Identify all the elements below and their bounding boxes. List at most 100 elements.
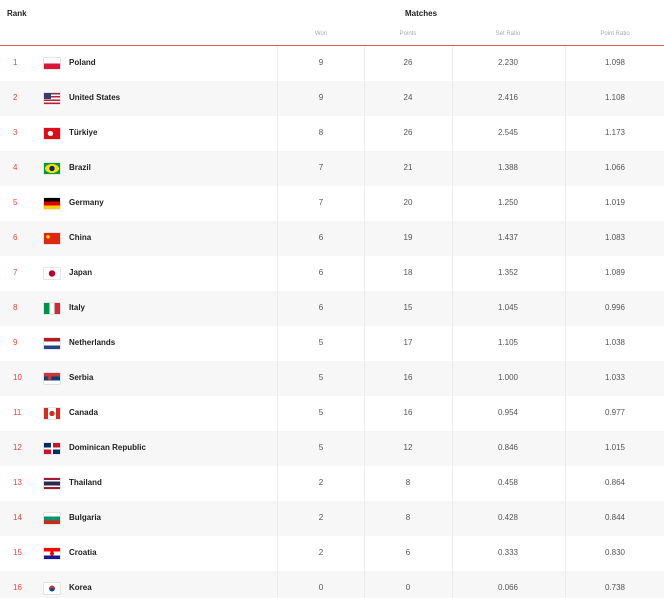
won: 9 — [318, 93, 324, 102]
set-ratio: 1.105 — [497, 338, 519, 347]
set-ratio: 1.388 — [497, 163, 519, 172]
point-ratio: 0.844 — [604, 513, 626, 522]
table-row[interactable]: 4 Brazil 7 21 1.388 1.066 — [0, 151, 664, 186]
table-row[interactable]: 15 Croatia 2 6 0.333 0.830 — [0, 536, 664, 571]
rank: 13 — [13, 478, 22, 487]
points-header[interactable]: Points — [399, 31, 417, 37]
table-row[interactable]: 8 Italy 6 15 1.045 0.996 — [0, 291, 664, 326]
point-ratio: 0.738 — [604, 583, 626, 592]
point-ratio: 1.083 — [604, 233, 626, 242]
flag-korea-icon — [44, 583, 60, 594]
table-row[interactable]: 9 Netherlands 5 17 1.105 1.038 — [0, 326, 664, 361]
rank: 14 — [13, 513, 22, 522]
point-ratio: 0.830 — [604, 548, 626, 557]
points: 18 — [403, 268, 413, 277]
team-name[interactable]: China — [69, 233, 92, 242]
flag-germany-icon — [44, 198, 60, 209]
flag-japan-icon — [44, 268, 60, 279]
table-row[interactable]: 14 Bulgaria 2 8 0.428 0.844 — [0, 501, 664, 536]
flag-poland-icon — [44, 58, 60, 69]
points: 6 — [405, 548, 411, 557]
flag-usa-icon — [44, 93, 60, 104]
points: 8 — [405, 478, 411, 487]
team-name[interactable]: Türkiye — [69, 128, 98, 137]
set-ratio: 1.000 — [497, 373, 519, 382]
point-ratio: 0.977 — [604, 408, 626, 417]
team-name[interactable]: Thailand — [69, 478, 102, 487]
won: 9 — [318, 58, 324, 67]
flag-serbia-icon — [44, 373, 60, 384]
set-ratio: 1.250 — [497, 198, 519, 207]
table-row[interactable]: 3 Türkiye 8 26 2.545 1.173 — [0, 116, 664, 151]
point-ratio: 1.033 — [604, 373, 626, 382]
team-name[interactable]: Italy — [69, 303, 86, 312]
point-ratio: 0.864 — [604, 478, 626, 487]
set-ratio-header[interactable]: Set Ratio — [495, 31, 521, 37]
flag-italy-icon — [44, 303, 60, 314]
team-name[interactable]: Korea — [69, 583, 92, 592]
points: 16 — [403, 408, 413, 417]
flag-bulgaria-icon — [44, 513, 60, 524]
rank: 16 — [13, 583, 22, 592]
flag-china-icon — [44, 233, 60, 244]
rank: 6 — [13, 233, 18, 242]
flag-turkiye-icon — [44, 128, 60, 139]
team-name[interactable]: Japan — [69, 268, 93, 277]
won: 2 — [318, 513, 324, 522]
flag-croatia-icon — [44, 548, 60, 559]
team-name[interactable]: Serbia — [69, 373, 94, 382]
won: 2 — [318, 478, 324, 487]
column-divider — [364, 46, 365, 598]
set-ratio: 1.045 — [497, 303, 519, 312]
table-row[interactable]: 12 Dominican Republic 5 12 0.846 1.015 — [0, 431, 664, 466]
won: 5 — [318, 373, 324, 382]
rank: 1 — [13, 58, 18, 67]
points: 26 — [403, 128, 413, 137]
header-divider — [0, 45, 664, 46]
won-header[interactable]: Won — [314, 31, 328, 37]
column-divider — [277, 46, 278, 598]
set-ratio: 0.333 — [497, 548, 519, 557]
point-ratio-header[interactable]: Point Ratio — [600, 31, 630, 37]
team-name[interactable]: Croatia — [69, 548, 97, 557]
table-row[interactable]: 6 China 6 19 1.437 1.083 — [0, 221, 664, 256]
team-name[interactable]: Canada — [69, 408, 98, 417]
team-name[interactable]: Dominican Republic — [69, 443, 146, 452]
team-name[interactable]: Bulgaria — [69, 513, 102, 522]
table-row[interactable]: 16 Korea 0 0 0.066 0.738 — [0, 571, 664, 598]
set-ratio: 0.428 — [497, 513, 519, 522]
table-row[interactable]: 13 Thailand 2 8 0.458 0.864 — [0, 466, 664, 501]
point-ratio: 1.015 — [604, 443, 626, 452]
rank: 2 — [13, 93, 18, 102]
table-row[interactable]: 5 Germany 7 20 1.250 1.019 — [0, 186, 664, 221]
team-name[interactable]: Germany — [69, 198, 104, 207]
team-name[interactable]: Poland — [69, 58, 96, 67]
table-row[interactable]: 11 Canada 5 16 0.954 0.977 — [0, 396, 664, 431]
set-ratio: 0.846 — [497, 443, 519, 452]
points: 24 — [403, 93, 413, 102]
flag-thailand-icon — [44, 478, 60, 489]
set-ratio: 2.416 — [497, 93, 519, 102]
flag-brazil-icon — [44, 163, 60, 174]
points: 20 — [403, 198, 413, 207]
table-row[interactable]: 2 United States 9 24 2.416 1.108 — [0, 81, 664, 116]
set-ratio: 1.437 — [497, 233, 519, 242]
set-ratio: 2.545 — [497, 128, 519, 137]
won: 6 — [318, 268, 324, 277]
point-ratio: 1.019 — [604, 198, 626, 207]
team-name[interactable]: United States — [69, 93, 121, 102]
flag-dominican-republic-icon — [44, 443, 60, 454]
rank: 15 — [13, 548, 22, 557]
flag-netherlands-icon — [44, 338, 60, 349]
table-row[interactable]: 1 Poland 9 26 2.230 1.098 — [0, 46, 664, 81]
won: 7 — [318, 163, 324, 172]
rank: 4 — [13, 163, 18, 172]
team-name[interactable]: Netherlands — [69, 338, 116, 347]
team-name[interactable]: Brazil — [69, 163, 91, 172]
rank: 9 — [13, 338, 18, 347]
table-row[interactable]: 7 Japan 6 18 1.352 1.089 — [0, 256, 664, 291]
points: 12 — [403, 443, 413, 452]
table-row[interactable]: 10 Serbia 5 16 1.000 1.033 — [0, 361, 664, 396]
rank-header: Rank — [7, 9, 27, 18]
